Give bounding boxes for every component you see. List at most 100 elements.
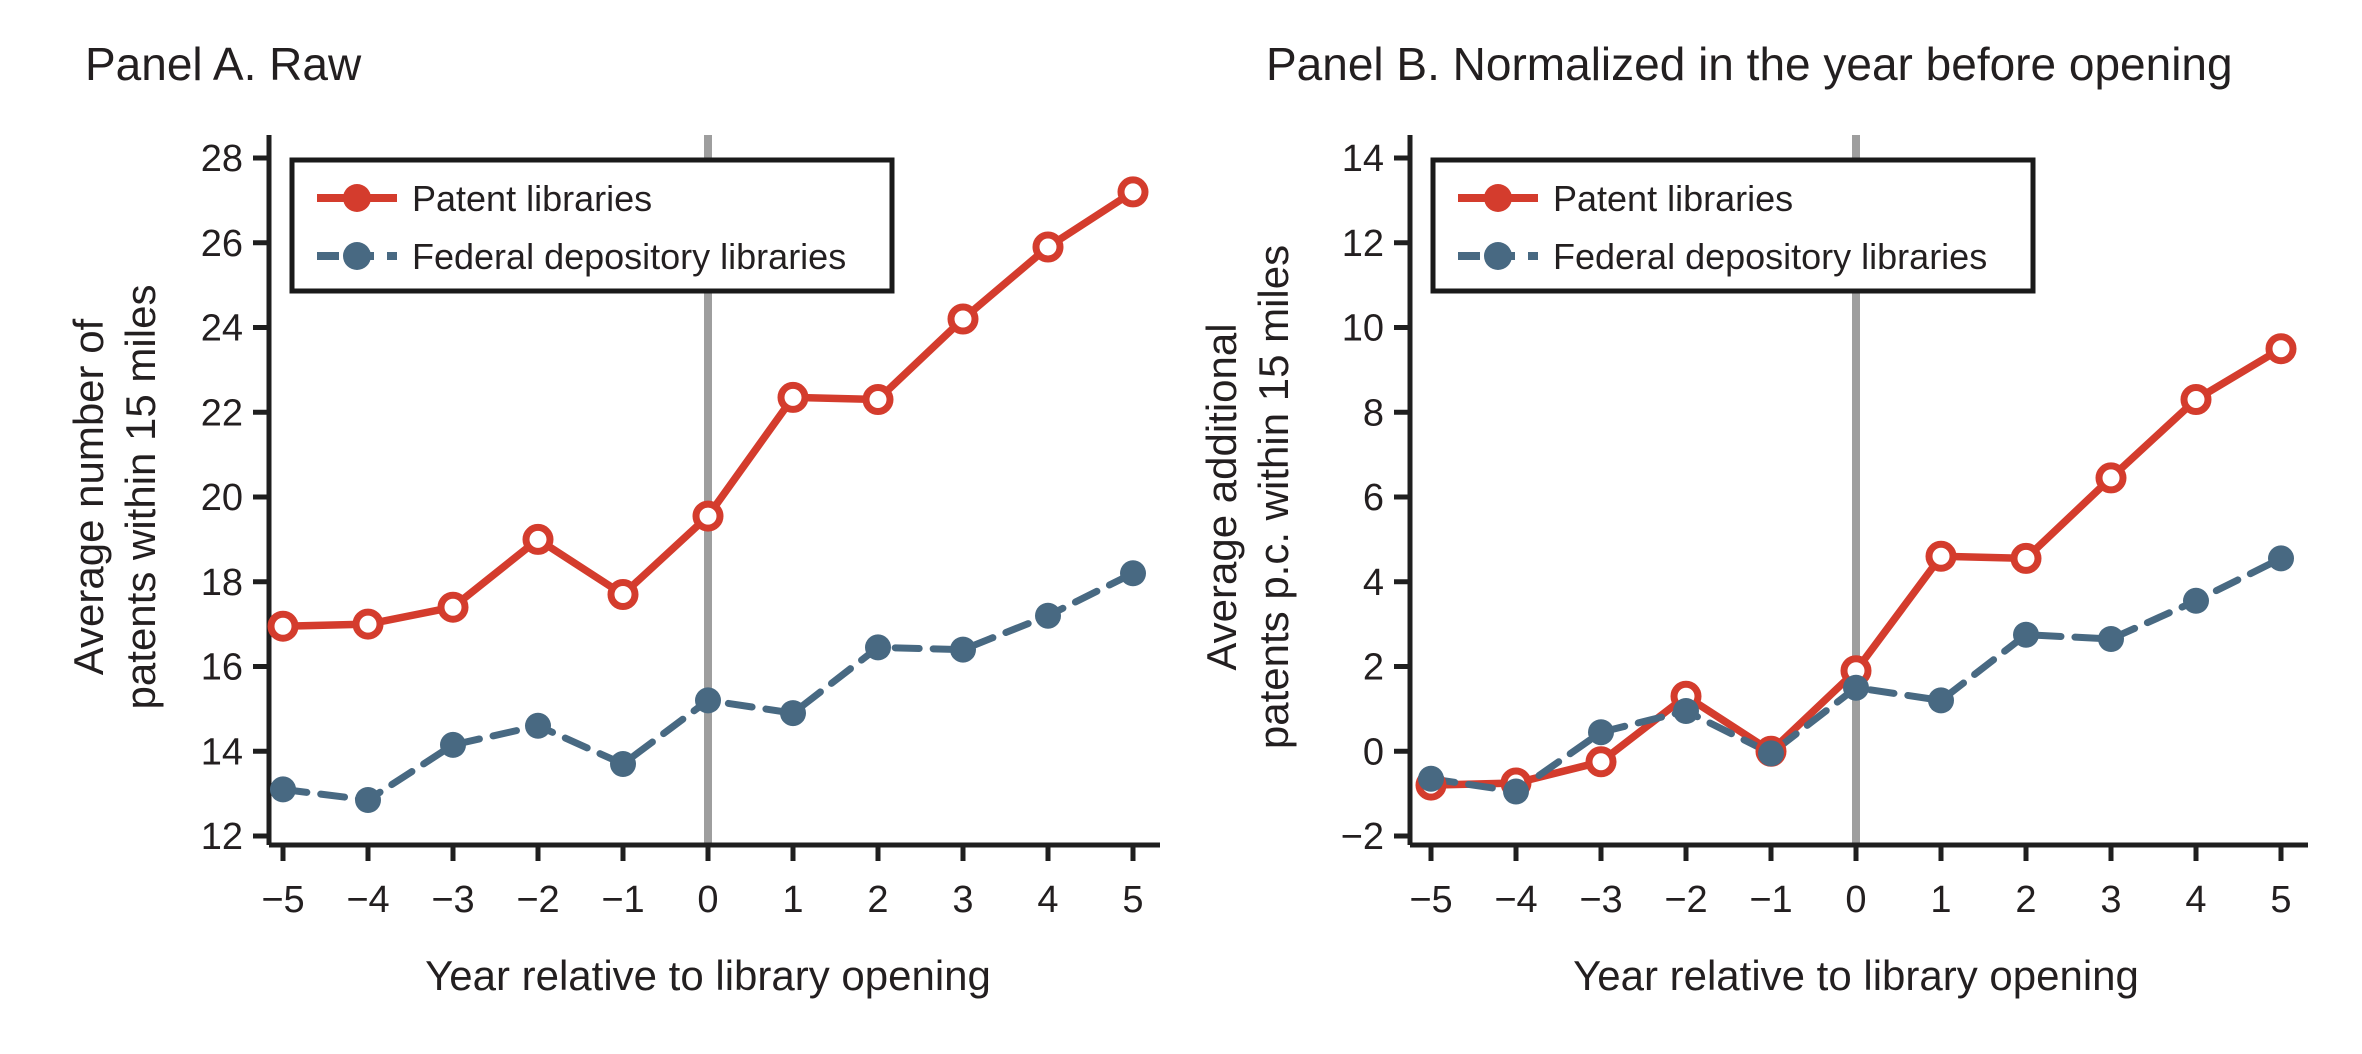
data-point-filled: [695, 687, 721, 714]
x-tick-label: −3: [1579, 879, 1622, 921]
data-point-hollow: [437, 591, 469, 623]
panel-a-y-axis-title-line2: patents within 15 miles: [117, 285, 164, 710]
y-tick-label: 16: [201, 647, 243, 689]
legend-label: Patent libraries: [412, 178, 652, 219]
x-tick-label: −5: [261, 879, 304, 921]
y-tick-label: 6: [1363, 477, 1384, 519]
data-point-hollow: [777, 381, 809, 413]
x-tick-label: −4: [1494, 879, 1537, 921]
legend-marker: [343, 184, 371, 212]
y-tick-label: 0: [1363, 731, 1384, 773]
legend-box: [289, 157, 895, 294]
data-point-hollow: [2265, 333, 2297, 365]
y-tick-label: 28: [201, 138, 243, 180]
x-tick-label: −2: [1664, 879, 1707, 921]
data-point-filled: [355, 787, 381, 813]
y-tick-label: −2: [1341, 816, 1384, 858]
data-point-hollow: [692, 500, 724, 532]
x-tick-label: 5: [1122, 879, 1143, 921]
x-tick-label: 5: [2270, 879, 2291, 921]
panel-b-x-axis-title: Year relative to library opening: [1573, 952, 2139, 999]
y-tick-label: 22: [201, 392, 243, 434]
x-tick-label: 2: [867, 879, 888, 921]
panel-b-y-axis-title-line2: patents p.c. within 15 miles: [1250, 245, 1297, 749]
x-tick-label: 0: [1845, 879, 1866, 921]
x-tick-label: 1: [1930, 879, 1951, 921]
y-tick-label: 24: [201, 308, 243, 350]
legend-marker: [1484, 184, 1512, 212]
x-tick-label: −2: [516, 879, 559, 921]
x-tick-label: 1: [782, 879, 803, 921]
panel-b: Panel B. Normalized in the year before o…: [1198, 38, 2308, 999]
panel-b-y-axis-title-line1: Average additional: [1198, 323, 1245, 670]
data-point-filled: [1843, 674, 1869, 701]
x-tick-label: 4: [2185, 879, 2206, 921]
y-tick-label: 14: [1342, 138, 1384, 180]
panel-b-title: Panel B. Normalized in the year before o…: [1266, 38, 2233, 90]
data-point-hollow: [947, 303, 979, 335]
axes: [253, 135, 1160, 861]
data-point-filled: [1928, 687, 1954, 714]
legend-marker: [1484, 242, 1512, 270]
legend-label: Patent libraries: [1553, 178, 1793, 219]
data-point-hollow: [607, 579, 639, 610]
y-tick-label: 14: [201, 731, 243, 773]
data-point-hollow: [1117, 176, 1149, 208]
legend: Patent libraries Federal depository libra…: [1430, 157, 2036, 294]
data-point-filled: [525, 712, 551, 739]
legend-label: Federal depository libraries: [1553, 236, 1987, 277]
data-point-filled: [1588, 719, 1614, 746]
x-tick-label: 0: [697, 879, 718, 921]
y-tick-label: 18: [201, 562, 243, 604]
x-tick-label: 2: [2015, 879, 2036, 921]
data-point-filled: [1035, 602, 1061, 629]
data-point-hollow: [352, 608, 384, 640]
data-point-filled: [1503, 778, 1529, 805]
x-tick-label: −4: [346, 879, 389, 921]
x-tick-label: −3: [431, 879, 474, 921]
x-tick-label: −1: [1749, 879, 1792, 921]
y-tick-label: 20: [201, 477, 243, 519]
data-point-hollow: [1032, 231, 1064, 263]
y-tick-label: 12: [201, 816, 243, 858]
legend-marker: [343, 242, 371, 270]
data-point-filled: [2013, 621, 2039, 648]
panel-a-y-axis-title-line1: Average number of: [65, 318, 112, 675]
data-point-hollow: [2095, 462, 2127, 494]
legend-box: [1430, 157, 2036, 294]
data-point-filled: [950, 636, 976, 663]
y-tick-label: 4: [1363, 562, 1384, 604]
data-point-filled: [610, 751, 636, 777]
data-point-hollow: [2010, 542, 2042, 574]
data-point-filled: [865, 634, 891, 661]
x-tick-label: −5: [1409, 879, 1452, 921]
data-point-filled: [270, 776, 296, 803]
data-point-hollow: [1585, 746, 1617, 778]
y-tick-label: 26: [201, 223, 243, 265]
panel-a-title: Panel A. Raw: [85, 38, 362, 90]
x-tick-label: 4: [1037, 879, 1058, 921]
data-point-filled: [1673, 698, 1699, 724]
data-point-filled: [1418, 765, 1444, 792]
data-point-hollow: [2180, 384, 2212, 415]
data-point-filled: [780, 700, 806, 727]
legend: Patent libraries Federal depository libra…: [289, 157, 895, 294]
data-point-hollow: [862, 384, 894, 415]
panel-a: Panel A. Raw Average number of patents w…: [65, 38, 1160, 999]
data-point-filled: [2268, 545, 2294, 572]
x-tick-label: 3: [2100, 879, 2121, 921]
x-tick-label: 3: [952, 879, 973, 921]
x-tick-label: −1: [601, 879, 644, 921]
data-point-hollow: [267, 610, 299, 642]
y-tick-label: 8: [1363, 392, 1384, 434]
data-point-filled: [1758, 740, 1784, 767]
data-point-filled: [2098, 626, 2124, 652]
y-tick-label: 10: [1342, 308, 1384, 350]
y-tick-label: 12: [1342, 223, 1384, 265]
legend-label: Federal depository libraries: [412, 236, 846, 277]
y-tick-label: 2: [1363, 647, 1384, 689]
panel-a-x-axis-title: Year relative to library opening: [425, 952, 991, 999]
